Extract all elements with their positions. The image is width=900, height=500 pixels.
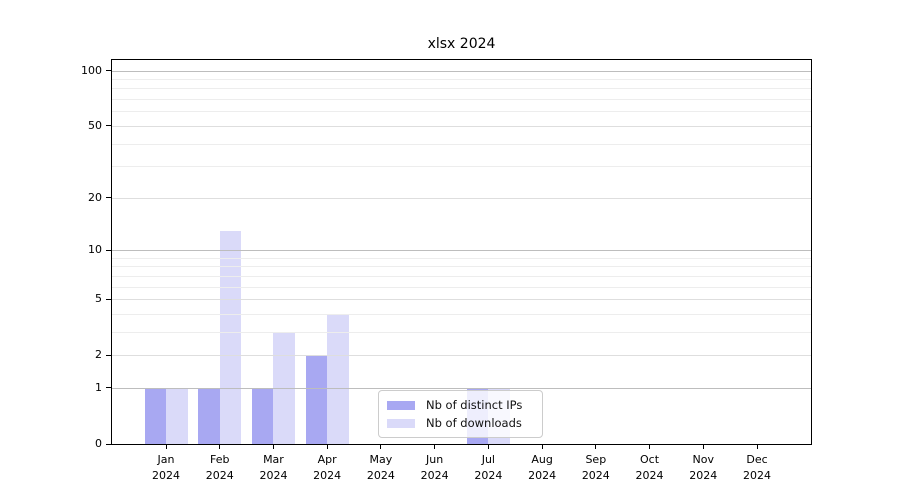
gridline-minor-6 bbox=[112, 286, 811, 288]
gridline-minor-80 bbox=[112, 88, 811, 90]
x-tick-label-oct: Oct 2024 bbox=[635, 453, 664, 482]
x-tick-label-feb: Feb 2024 bbox=[205, 453, 234, 482]
gridline-minor-70 bbox=[112, 99, 811, 101]
x-tick-label-apr: Apr 2024 bbox=[313, 453, 342, 482]
gridline-major-2 bbox=[112, 355, 811, 357]
x-tick-mark-jul bbox=[487, 444, 489, 449]
x-tick-mark-mar bbox=[272, 444, 274, 449]
gridline-minor-8 bbox=[112, 266, 811, 268]
x-tick-label-jul: Jul 2024 bbox=[474, 453, 503, 482]
gridline-minor-9 bbox=[112, 257, 811, 259]
legend-label-distinct-ips: Nb of distinct IPs bbox=[426, 398, 523, 412]
x-tick-mark-nov bbox=[702, 444, 704, 449]
legend-entry-distinct-ips: Nb of distinct IPs bbox=[387, 398, 534, 412]
gridline-minor-30 bbox=[112, 166, 811, 168]
bar-nb-of-distinct-ips-apr bbox=[305, 355, 328, 444]
y-tick-mark-20 bbox=[106, 197, 111, 199]
x-tick-mark-sep bbox=[595, 444, 597, 449]
x-tick-mark-aug bbox=[541, 444, 543, 449]
gridline-major-1 bbox=[112, 387, 811, 389]
bar-nb-of-downloads-apr bbox=[327, 313, 349, 444]
y-tick-mark-100 bbox=[106, 70, 111, 72]
y-tick-label-2: 2 bbox=[95, 348, 102, 362]
bar-nb-of-downloads-mar bbox=[273, 331, 295, 444]
bar-nb-of-distinct-ips-jan bbox=[144, 387, 166, 444]
x-tick-label-dec: Dec 2024 bbox=[743, 453, 771, 482]
y-tick-mark-2 bbox=[106, 354, 111, 356]
plot-area: Nb of distinct IPs Nb of downloads bbox=[111, 59, 812, 445]
gridline-minor-3 bbox=[112, 331, 811, 333]
legend: Nb of distinct IPs Nb of downloads bbox=[378, 390, 543, 438]
y-tick-mark-50 bbox=[106, 125, 111, 127]
y-tick-mark-1 bbox=[106, 387, 111, 389]
x-tick-label-jan: Jan 2024 bbox=[152, 453, 180, 482]
y-tick-mark-0 bbox=[106, 443, 111, 445]
gridline-major-5 bbox=[112, 299, 811, 301]
x-tick-mark-oct bbox=[649, 444, 651, 449]
x-tick-mark-may bbox=[380, 444, 382, 449]
y-tick-label-10: 10 bbox=[88, 243, 102, 256]
x-tick-mark-apr bbox=[326, 444, 328, 449]
y-tick-mark-5 bbox=[106, 298, 111, 300]
legend-label-downloads: Nb of downloads bbox=[426, 416, 522, 430]
chart-title: xlsx 2024 bbox=[427, 36, 496, 52]
y-tick-label-20: 20 bbox=[88, 190, 102, 204]
x-tick-label-aug: Aug 2024 bbox=[528, 453, 557, 482]
x-tick-label-mar: Mar 2024 bbox=[259, 453, 288, 482]
x-tick-label-nov: Nov 2024 bbox=[689, 453, 718, 482]
gridline-minor-40 bbox=[112, 143, 811, 145]
x-tick-mark-jun bbox=[434, 444, 436, 449]
x-tick-mark-feb bbox=[219, 444, 221, 449]
legend-entry-downloads: Nb of downloads bbox=[387, 416, 534, 430]
gridline-major-20 bbox=[112, 197, 811, 199]
gridline-major-10 bbox=[112, 250, 811, 251]
legend-swatch-distinct-ips bbox=[387, 400, 415, 410]
bar-nb-of-downloads-jan bbox=[166, 387, 188, 444]
gridline-major-100 bbox=[112, 70, 811, 72]
x-tick-label-may: May 2024 bbox=[366, 453, 395, 482]
x-tick-label-jun: Jun 2024 bbox=[420, 453, 449, 482]
bar-nb-of-distinct-ips-mar bbox=[251, 387, 274, 444]
bar-nb-of-distinct-ips-feb bbox=[198, 387, 220, 444]
gridline-minor-90 bbox=[112, 79, 811, 81]
y-tick-mark-10 bbox=[106, 249, 111, 251]
gridline-minor-7 bbox=[112, 275, 811, 277]
y-tick-label-0: 0 bbox=[95, 437, 102, 450]
x-tick-label-sep: Sep 2024 bbox=[581, 453, 610, 482]
gridline-minor-60 bbox=[112, 111, 811, 113]
gridline-minor-4 bbox=[112, 313, 811, 315]
y-tick-label-1: 1 bbox=[95, 380, 102, 394]
bar-nb-of-downloads-feb bbox=[219, 230, 242, 444]
legend-swatch-downloads bbox=[387, 418, 415, 428]
y-tick-label-5: 5 bbox=[95, 292, 102, 306]
x-tick-mark-jan bbox=[165, 444, 167, 449]
y-tick-label-100: 100 bbox=[81, 63, 102, 77]
gridline-major-50 bbox=[112, 125, 811, 127]
y-tick-label-50: 50 bbox=[88, 118, 102, 132]
x-tick-mark-dec bbox=[756, 444, 758, 449]
